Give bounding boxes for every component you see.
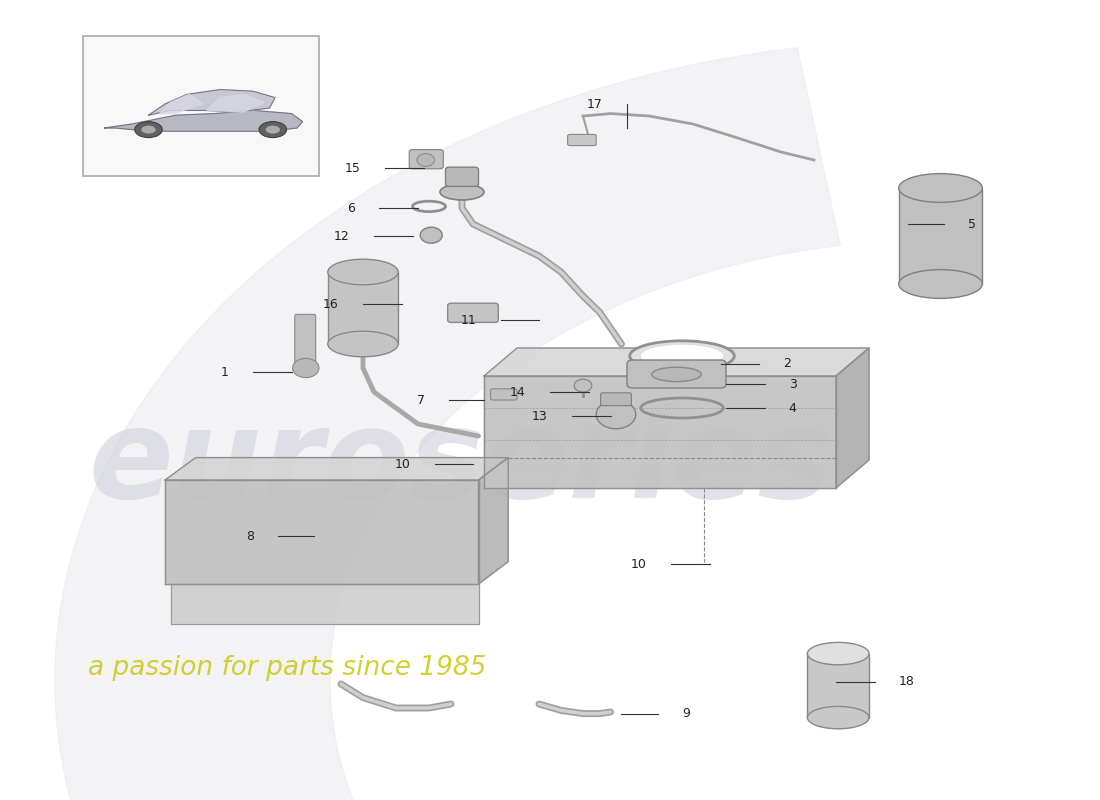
FancyBboxPatch shape xyxy=(328,272,398,344)
Text: 9: 9 xyxy=(682,707,690,720)
Ellipse shape xyxy=(807,706,869,729)
Polygon shape xyxy=(484,348,869,376)
Circle shape xyxy=(574,379,592,392)
Circle shape xyxy=(417,154,434,166)
FancyBboxPatch shape xyxy=(807,654,869,718)
Ellipse shape xyxy=(141,126,156,134)
Text: 18: 18 xyxy=(899,675,914,688)
FancyBboxPatch shape xyxy=(568,134,596,146)
FancyBboxPatch shape xyxy=(899,188,982,284)
Text: 6: 6 xyxy=(348,202,355,214)
Ellipse shape xyxy=(629,341,735,371)
Polygon shape xyxy=(55,48,840,800)
Text: 5: 5 xyxy=(968,218,976,230)
FancyBboxPatch shape xyxy=(448,303,498,322)
Polygon shape xyxy=(165,458,508,480)
Text: 2: 2 xyxy=(783,358,791,370)
Ellipse shape xyxy=(328,331,398,357)
Text: euroseries: euroseries xyxy=(88,403,832,525)
FancyBboxPatch shape xyxy=(446,167,478,186)
Text: 1: 1 xyxy=(221,366,229,378)
FancyBboxPatch shape xyxy=(601,393,631,406)
Ellipse shape xyxy=(899,270,982,298)
Text: 4: 4 xyxy=(789,402,796,414)
Polygon shape xyxy=(165,480,479,584)
Text: 10: 10 xyxy=(395,458,410,470)
Text: 8: 8 xyxy=(246,530,254,542)
Ellipse shape xyxy=(328,259,398,285)
Text: 11: 11 xyxy=(461,314,476,326)
Polygon shape xyxy=(207,94,264,112)
Ellipse shape xyxy=(807,642,869,665)
FancyBboxPatch shape xyxy=(82,36,319,176)
Text: 14: 14 xyxy=(510,386,526,398)
Ellipse shape xyxy=(899,174,982,202)
Circle shape xyxy=(596,400,636,429)
Text: 3: 3 xyxy=(789,378,796,390)
Ellipse shape xyxy=(134,122,163,138)
Polygon shape xyxy=(170,584,479,624)
Polygon shape xyxy=(836,348,869,488)
Ellipse shape xyxy=(651,367,702,382)
Ellipse shape xyxy=(440,184,484,200)
Text: 13: 13 xyxy=(532,410,548,422)
Ellipse shape xyxy=(266,126,280,134)
FancyBboxPatch shape xyxy=(295,314,316,366)
Ellipse shape xyxy=(640,345,724,367)
Circle shape xyxy=(293,358,319,378)
Text: 12: 12 xyxy=(334,230,350,242)
Circle shape xyxy=(420,227,442,243)
Polygon shape xyxy=(484,376,836,488)
Text: 15: 15 xyxy=(345,162,361,174)
Polygon shape xyxy=(478,458,508,584)
Polygon shape xyxy=(104,110,302,131)
Polygon shape xyxy=(148,90,275,115)
Text: 16: 16 xyxy=(323,298,339,310)
FancyBboxPatch shape xyxy=(627,360,726,388)
Ellipse shape xyxy=(258,122,286,138)
Text: 7: 7 xyxy=(417,394,425,406)
Text: 17: 17 xyxy=(587,98,603,110)
FancyBboxPatch shape xyxy=(409,150,443,169)
Text: a passion for parts since 1985: a passion for parts since 1985 xyxy=(88,655,486,681)
Polygon shape xyxy=(160,94,204,114)
FancyBboxPatch shape xyxy=(491,389,517,400)
Text: 10: 10 xyxy=(631,558,647,570)
